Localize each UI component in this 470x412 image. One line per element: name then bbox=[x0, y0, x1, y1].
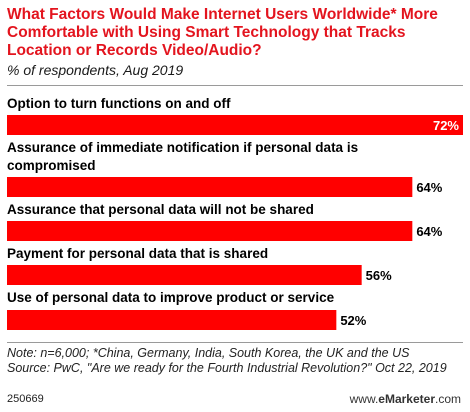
brand-logo[interactable]: www.eMarketer.com bbox=[350, 392, 461, 406]
brand-suffix: .com bbox=[434, 392, 461, 406]
value-label: 56% bbox=[366, 268, 392, 283]
bar bbox=[7, 221, 413, 241]
chart-title: What Factors Would Make Internet Users W… bbox=[7, 6, 438, 59]
brand-prefix: www. bbox=[349, 392, 379, 406]
category-label: Option to turn functions on and off bbox=[7, 96, 231, 111]
category-label: Assurance that personal data will not be… bbox=[7, 202, 314, 217]
category-label: Assurance of immediate notification if p… bbox=[7, 140, 358, 155]
value-label: 64% bbox=[416, 180, 442, 195]
category-label: Payment for personal data that is shared bbox=[7, 246, 268, 261]
bar bbox=[7, 115, 463, 135]
bar bbox=[7, 177, 413, 197]
category-label: compromised bbox=[7, 158, 96, 173]
chart-subtitle: % of respondents, Aug 2019 bbox=[7, 62, 184, 78]
bottom-divider bbox=[7, 342, 463, 343]
chart-note: Note: n=6,000; *China, Germany, India, S… bbox=[7, 346, 447, 375]
value-label: 52% bbox=[340, 313, 366, 328]
category-label: Use of personal data to improve product … bbox=[7, 290, 335, 305]
chart-id: 250669 bbox=[7, 393, 44, 405]
value-label: 64% bbox=[416, 224, 442, 239]
bar-chart: Option to turn functions on and off 72% As… bbox=[7, 96, 463, 330]
top-divider bbox=[7, 85, 463, 86]
brand-name: eMarketer bbox=[378, 392, 435, 406]
bar bbox=[7, 265, 362, 285]
bar bbox=[7, 310, 337, 330]
value-label: 72% bbox=[433, 118, 459, 133]
